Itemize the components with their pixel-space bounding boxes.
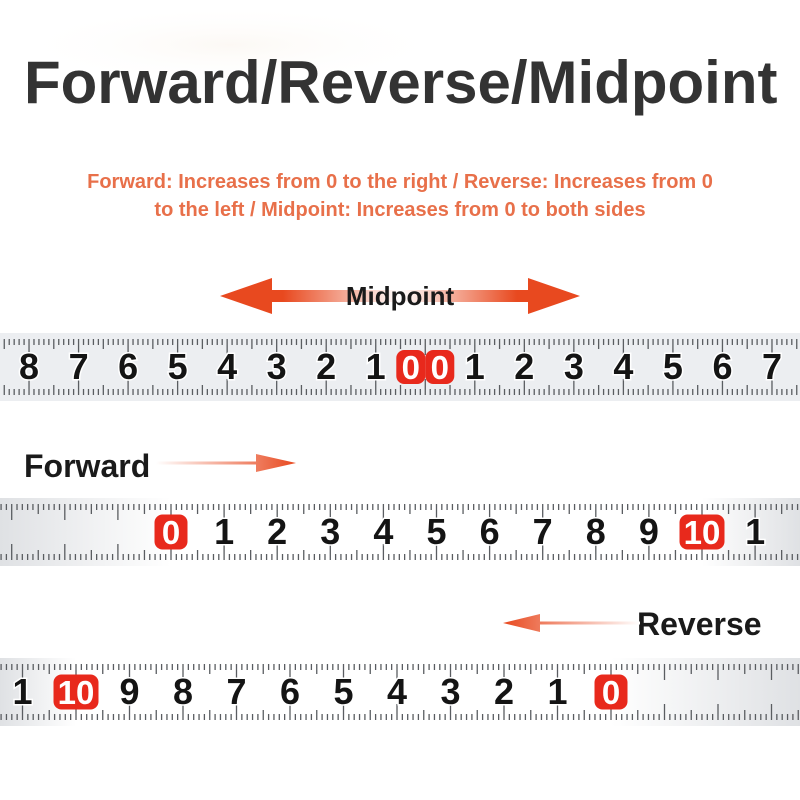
- svg-text:0: 0: [162, 514, 180, 551]
- svg-text:1: 1: [465, 346, 485, 387]
- svg-text:0: 0: [431, 349, 449, 386]
- svg-text:3: 3: [267, 346, 287, 387]
- svg-text:2: 2: [267, 511, 287, 552]
- svg-text:1: 1: [12, 671, 32, 712]
- svg-text:4: 4: [387, 671, 407, 712]
- svg-text:2: 2: [494, 671, 514, 712]
- svg-text:6: 6: [280, 671, 300, 712]
- svg-text:8: 8: [173, 671, 193, 712]
- svg-text:5: 5: [426, 511, 446, 552]
- svg-text:0: 0: [402, 349, 420, 386]
- svg-text:6: 6: [712, 346, 732, 387]
- svg-text:1: 1: [214, 511, 234, 552]
- svg-text:5: 5: [168, 346, 188, 387]
- svg-text:1: 1: [547, 671, 567, 712]
- svg-text:1: 1: [366, 346, 386, 387]
- svg-text:3: 3: [320, 511, 340, 552]
- svg-text:0: 0: [602, 674, 620, 711]
- svg-text:4: 4: [613, 346, 633, 387]
- svg-text:8: 8: [586, 511, 606, 552]
- svg-text:2: 2: [316, 346, 336, 387]
- svg-text:7: 7: [533, 511, 553, 552]
- svg-text:5: 5: [663, 346, 683, 387]
- svg-text:7: 7: [69, 346, 89, 387]
- svg-text:10: 10: [684, 514, 721, 551]
- svg-text:5: 5: [333, 671, 353, 712]
- svg-text:7: 7: [226, 671, 246, 712]
- svg-text:4: 4: [373, 511, 393, 552]
- svg-text:8: 8: [19, 346, 39, 387]
- svg-text:3: 3: [564, 346, 584, 387]
- svg-text:9: 9: [119, 671, 139, 712]
- svg-text:1: 1: [745, 511, 765, 552]
- svg-text:6: 6: [480, 511, 500, 552]
- svg-text:9: 9: [639, 511, 659, 552]
- svg-text:4: 4: [217, 346, 237, 387]
- svg-text:10: 10: [58, 674, 95, 711]
- svg-text:7: 7: [762, 346, 782, 387]
- svg-text:3: 3: [440, 671, 460, 712]
- svg-text:2: 2: [514, 346, 534, 387]
- svg-text:6: 6: [118, 346, 138, 387]
